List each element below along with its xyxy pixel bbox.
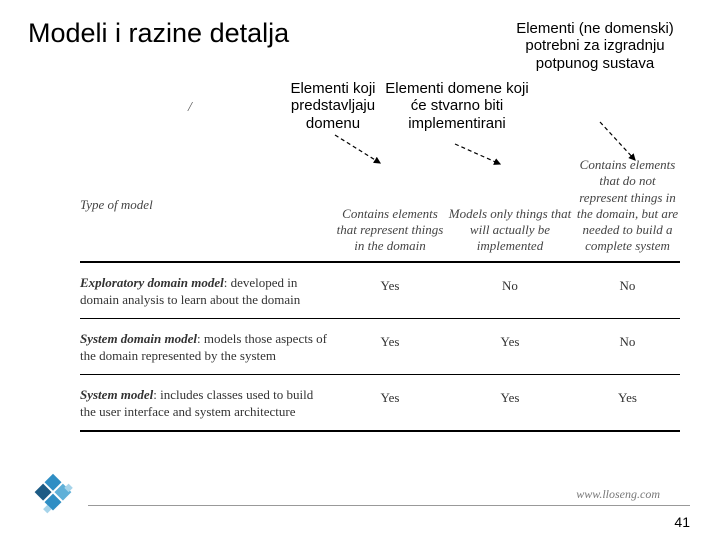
cell: No	[445, 274, 575, 309]
annotation-3: Elementi (ne domenski) potrebni za izgra…	[505, 20, 685, 72]
cell: Yes	[335, 386, 445, 421]
cell: Yes	[335, 274, 445, 309]
cell: No	[575, 330, 680, 365]
table-rule	[80, 430, 680, 432]
cell: Yes	[335, 330, 445, 365]
footer-url: www.lloseng.com	[576, 487, 660, 502]
cell: Yes	[445, 386, 575, 421]
annotation-1: Elementi koji predstavljaju domenu	[268, 80, 398, 132]
table-row: Exploratory domain model: developed in d…	[80, 269, 680, 314]
row-label: System model: includes classes used to b…	[80, 386, 335, 421]
slide-title: Modeli i razine detalja	[28, 18, 289, 49]
table-header-3: Models only things that will actually be…	[445, 157, 575, 257]
table-header-1: Type of model	[80, 157, 335, 257]
table-rule	[80, 374, 680, 375]
annotation-2: Elementi domene koji će stvarno biti imp…	[382, 80, 532, 132]
cell: Yes	[445, 330, 575, 365]
table-rule	[80, 261, 680, 263]
row-label: System domain model: models those aspect…	[80, 330, 335, 365]
cell: Yes	[575, 386, 680, 421]
table-header-4: Contains elements that do not represent …	[575, 157, 680, 257]
row-label: Exploratory domain model: developed in d…	[80, 274, 335, 309]
footer-rule	[88, 505, 690, 506]
footer-logo-icon	[22, 470, 84, 525]
page-number: 41	[674, 514, 690, 530]
cell: No	[575, 274, 680, 309]
table-header-2: Contains elements that represent things …	[335, 157, 445, 257]
comparison-table: Type of model Contains elements that rep…	[80, 157, 680, 438]
table-row: System model: includes classes used to b…	[80, 381, 680, 426]
table-rule	[80, 318, 680, 319]
slash-mark: /	[188, 100, 192, 116]
table-row: System domain model: models those aspect…	[80, 325, 680, 370]
